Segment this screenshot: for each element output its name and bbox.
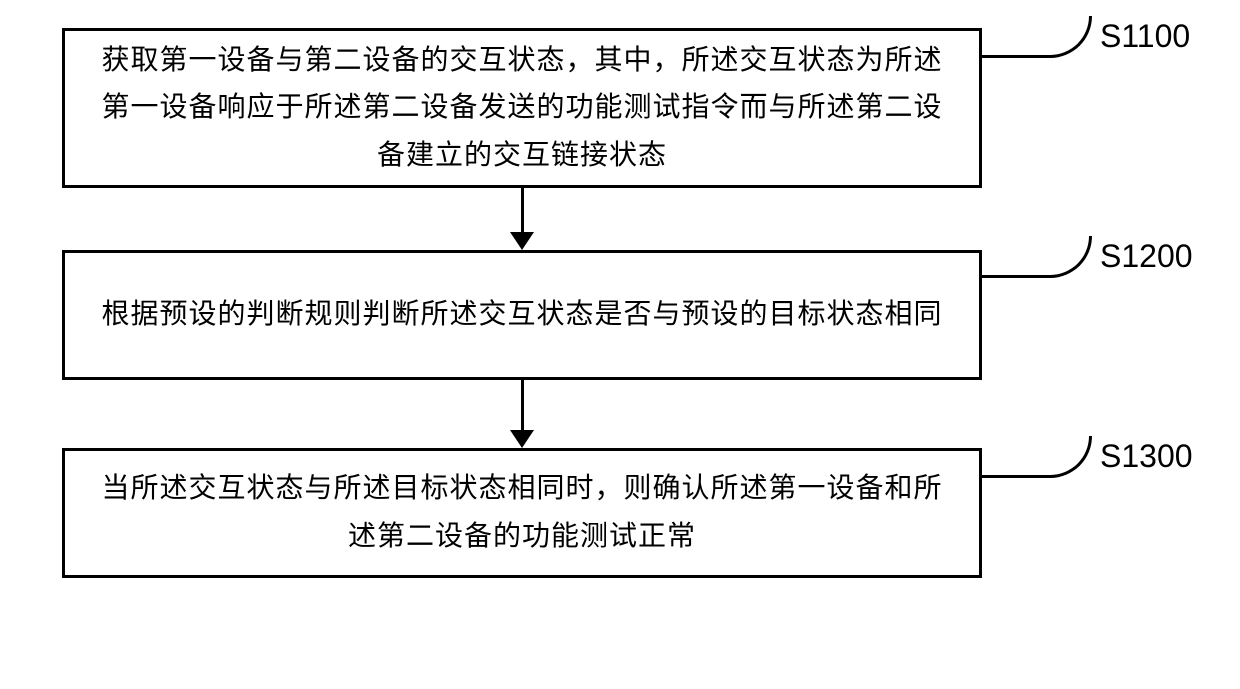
step-label-3: S1300 — [1100, 438, 1193, 475]
arrow-2-line — [521, 380, 524, 430]
flowchart-step-3-text: 当所述交互状态与所述目标状态相同时，则确认所述第一设备和所述第二设备的功能测试正… — [95, 465, 949, 560]
step-label-2: S1200 — [1100, 238, 1193, 275]
flowchart-step-2-text: 根据预设的判断规则判断所述交互状态是否与预设的目标状态相同 — [101, 291, 942, 339]
step-label-1: S1100 — [1100, 18, 1190, 55]
flowchart-step-3: 当所述交互状态与所述目标状态相同时，则确认所述第一设备和所述第二设备的功能测试正… — [62, 448, 982, 578]
connector-curve-2 — [982, 236, 1092, 278]
arrow-1-head — [510, 232, 534, 250]
connector-curve-3 — [982, 436, 1092, 478]
arrow-2 — [510, 380, 534, 448]
flowchart-step-2: 根据预设的判断规则判断所述交互状态是否与预设的目标状态相同 — [62, 250, 982, 380]
arrow-1 — [510, 188, 534, 250]
flowchart-step-1-text: 获取第一设备与第二设备的交互状态，其中，所述交互状态为所述第一设备响应于所述第二… — [95, 37, 949, 180]
arrow-1-line — [521, 188, 524, 232]
arrow-2-head — [510, 430, 534, 448]
flowchart-step-1: 获取第一设备与第二设备的交互状态，其中，所述交互状态为所述第一设备响应于所述第二… — [62, 28, 982, 188]
flowchart-container: 获取第一设备与第二设备的交互状态，其中，所述交互状态为所述第一设备响应于所述第二… — [0, 0, 1240, 689]
connector-curve-1 — [982, 16, 1092, 58]
